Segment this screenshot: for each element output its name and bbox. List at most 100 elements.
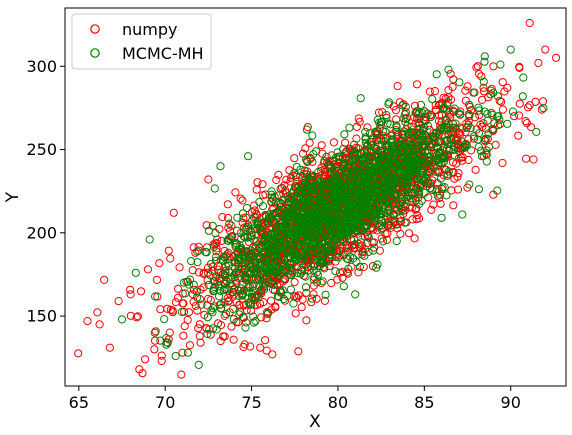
scatter-point-mcmc-mh bbox=[350, 150, 359, 159]
scatter-point-numpy bbox=[262, 346, 271, 355]
scatter-point-numpy bbox=[450, 174, 459, 183]
legend: numpy MCMC-MH bbox=[71, 13, 212, 70]
scatter-point-mcmc-mh bbox=[441, 115, 450, 125]
scatter-point-numpy bbox=[180, 322, 189, 331]
scatter-point-numpy bbox=[495, 96, 504, 105]
scatter-point-mcmc-mh bbox=[304, 266, 313, 275]
scatter-point-mcmc-mh bbox=[325, 218, 334, 227]
scatter-point-mcmc-mh bbox=[354, 250, 363, 259]
scatter-point-mcmc-mh bbox=[345, 252, 355, 261]
scatter-point-numpy bbox=[302, 316, 311, 325]
scatter-point-numpy bbox=[178, 348, 187, 357]
scatter-point-mcmc-mh bbox=[355, 210, 364, 220]
scatter-point-mcmc-mh bbox=[226, 235, 235, 244]
scatter-point-mcmc-mh bbox=[250, 244, 260, 253]
scatter-point-numpy bbox=[307, 298, 316, 307]
scatter-point-mcmc-mh bbox=[160, 315, 169, 324]
scatter-point-mcmc-mh bbox=[207, 306, 216, 315]
scatter-point-mcmc-mh bbox=[403, 130, 412, 139]
scatter-point-mcmc-mh bbox=[488, 110, 497, 119]
scatter-point-numpy bbox=[272, 175, 281, 185]
scatter-point-numpy bbox=[503, 83, 512, 93]
scatter-point-mcmc-mh bbox=[259, 282, 269, 291]
scatter-point-numpy bbox=[481, 124, 491, 133]
scatter-point-mcmc-mh bbox=[360, 251, 369, 260]
scatter-point-numpy bbox=[447, 186, 456, 195]
scatter-point-mcmc-mh bbox=[365, 186, 375, 195]
scatter-point-numpy bbox=[338, 273, 347, 282]
scatter-point-mcmc-mh bbox=[423, 156, 432, 166]
scatter-point-mcmc-mh bbox=[295, 201, 304, 210]
scatter-point-mcmc-mh bbox=[251, 266, 260, 275]
scatter-point-mcmc-mh bbox=[291, 207, 300, 216]
scatter-point-numpy bbox=[479, 119, 488, 128]
scatter-point-numpy bbox=[514, 131, 523, 140]
scatter-point-mcmc-mh bbox=[371, 178, 380, 187]
scatter-point-mcmc-mh bbox=[250, 268, 260, 277]
x-tick-label: 85 bbox=[414, 393, 434, 412]
scatter-point-numpy bbox=[271, 198, 280, 207]
scatter-point-mcmc-mh bbox=[321, 256, 330, 265]
scatter-point-numpy bbox=[290, 154, 299, 163]
scatter-point-numpy bbox=[456, 153, 466, 162]
scatter-point-mcmc-mh bbox=[302, 155, 311, 164]
scatter-point-mcmc-mh bbox=[201, 247, 210, 257]
scatter-point-mcmc-mh bbox=[209, 324, 218, 333]
scatter-point-mcmc-mh bbox=[131, 268, 140, 277]
scatter-point-mcmc-mh bbox=[382, 111, 391, 120]
scatter-point-mcmc-mh bbox=[309, 234, 318, 243]
scatter-point-numpy bbox=[412, 80, 422, 89]
y-tick-label: 150 bbox=[26, 307, 57, 326]
scatter-point-mcmc-mh bbox=[345, 214, 354, 223]
scatter-point-numpy bbox=[253, 178, 262, 187]
scatter-point-numpy bbox=[235, 301, 244, 310]
scatter-point-numpy bbox=[521, 117, 530, 126]
scatter-point-numpy bbox=[126, 285, 135, 294]
scatter-point-numpy bbox=[246, 342, 255, 351]
scatter-point-mcmc-mh bbox=[462, 123, 471, 132]
scatter-point-numpy bbox=[220, 332, 229, 341]
scatter-point-mcmc-mh bbox=[286, 245, 295, 254]
scatter-point-numpy bbox=[126, 290, 135, 299]
scatter-point-mcmc-mh bbox=[291, 256, 300, 265]
scatter-point-mcmc-mh bbox=[212, 325, 221, 334]
scatter-point-numpy bbox=[173, 284, 183, 293]
scatter-point-mcmc-mh bbox=[244, 224, 253, 233]
y-axis: 150 200 250 300 bbox=[26, 57, 65, 326]
scatter-point-mcmc-mh bbox=[377, 225, 386, 234]
scatter-point-mcmc-mh bbox=[397, 205, 406, 214]
scatter-point-mcmc-mh bbox=[379, 237, 388, 246]
scatter-point-mcmc-mh bbox=[333, 234, 342, 243]
scatter-point-mcmc-mh bbox=[229, 270, 239, 280]
scatter-point-mcmc-mh bbox=[220, 284, 229, 293]
scatter-point-mcmc-mh bbox=[327, 214, 336, 223]
scatter-point-mcmc-mh bbox=[253, 290, 262, 299]
scatter-point-mcmc-mh bbox=[389, 141, 398, 150]
x-tick-label: 80 bbox=[328, 393, 348, 412]
scatter-point-numpy bbox=[355, 117, 364, 127]
scatter-point-mcmc-mh bbox=[382, 197, 391, 206]
scatter-point-mcmc-mh bbox=[323, 235, 332, 244]
scatter-point-mcmc-mh bbox=[209, 242, 219, 251]
scatter-point-mcmc-mh bbox=[435, 126, 444, 135]
scatter-point-mcmc-mh bbox=[291, 184, 300, 193]
scatter-point-mcmc-mh bbox=[493, 112, 502, 121]
scatter-point-mcmc-mh bbox=[438, 183, 447, 192]
scatter-point-mcmc-mh bbox=[322, 185, 331, 194]
scatter-point-mcmc-mh bbox=[361, 138, 370, 147]
scatter-point-numpy bbox=[95, 320, 104, 329]
scatter-point-mcmc-mh bbox=[361, 127, 370, 136]
scatter-point-mcmc-mh bbox=[260, 254, 269, 264]
scatter-point-numpy bbox=[430, 87, 440, 96]
scatter-point-numpy bbox=[185, 341, 195, 350]
scatter-point-numpy bbox=[522, 154, 531, 163]
scatter-point-numpy bbox=[244, 237, 253, 247]
scatter-point-numpy bbox=[435, 194, 444, 203]
scatter-point-numpy bbox=[195, 331, 204, 341]
scatter-point-mcmc-mh bbox=[420, 130, 429, 139]
scatter-point-mcmc-mh bbox=[339, 282, 348, 291]
scatter-point-mcmc-mh bbox=[430, 133, 439, 142]
scatter-point-mcmc-mh bbox=[532, 127, 541, 136]
scatter-point-mcmc-mh bbox=[283, 265, 292, 274]
scatter-point-mcmc-mh bbox=[310, 260, 319, 269]
